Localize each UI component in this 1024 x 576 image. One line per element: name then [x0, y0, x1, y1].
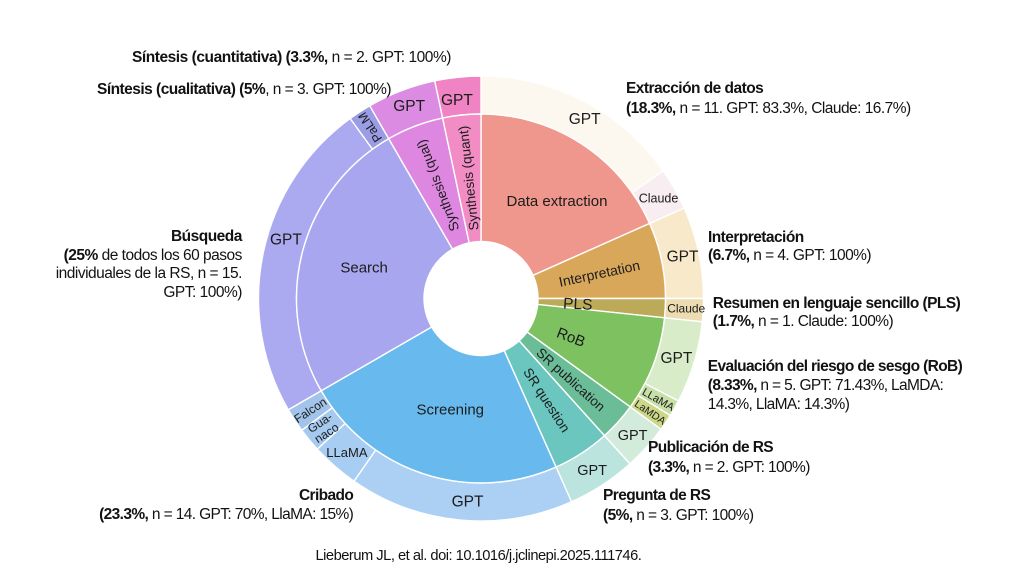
svg-text:GPT: GPT — [667, 248, 699, 265]
svg-text:GPT: GPT — [618, 428, 648, 444]
svg-text:GPT: GPT — [393, 98, 425, 115]
svg-text:Claude: Claude — [667, 302, 705, 316]
svg-text:PLS: PLS — [563, 295, 593, 314]
svg-text:GPT: GPT — [569, 111, 601, 128]
svg-text:Data extraction: Data extraction — [507, 193, 608, 210]
svg-text:Screening: Screening — [416, 402, 484, 419]
svg-text:GPT: GPT — [577, 463, 607, 479]
svg-text:GPT: GPT — [452, 494, 484, 511]
svg-text:LLaMA: LLaMA — [326, 445, 368, 460]
svg-text:Search: Search — [340, 260, 388, 277]
svg-text:Claude: Claude — [639, 192, 679, 206]
svg-text:GPT: GPT — [270, 231, 302, 248]
svg-text:GPT: GPT — [660, 350, 692, 367]
svg-text:GPT: GPT — [441, 92, 473, 109]
